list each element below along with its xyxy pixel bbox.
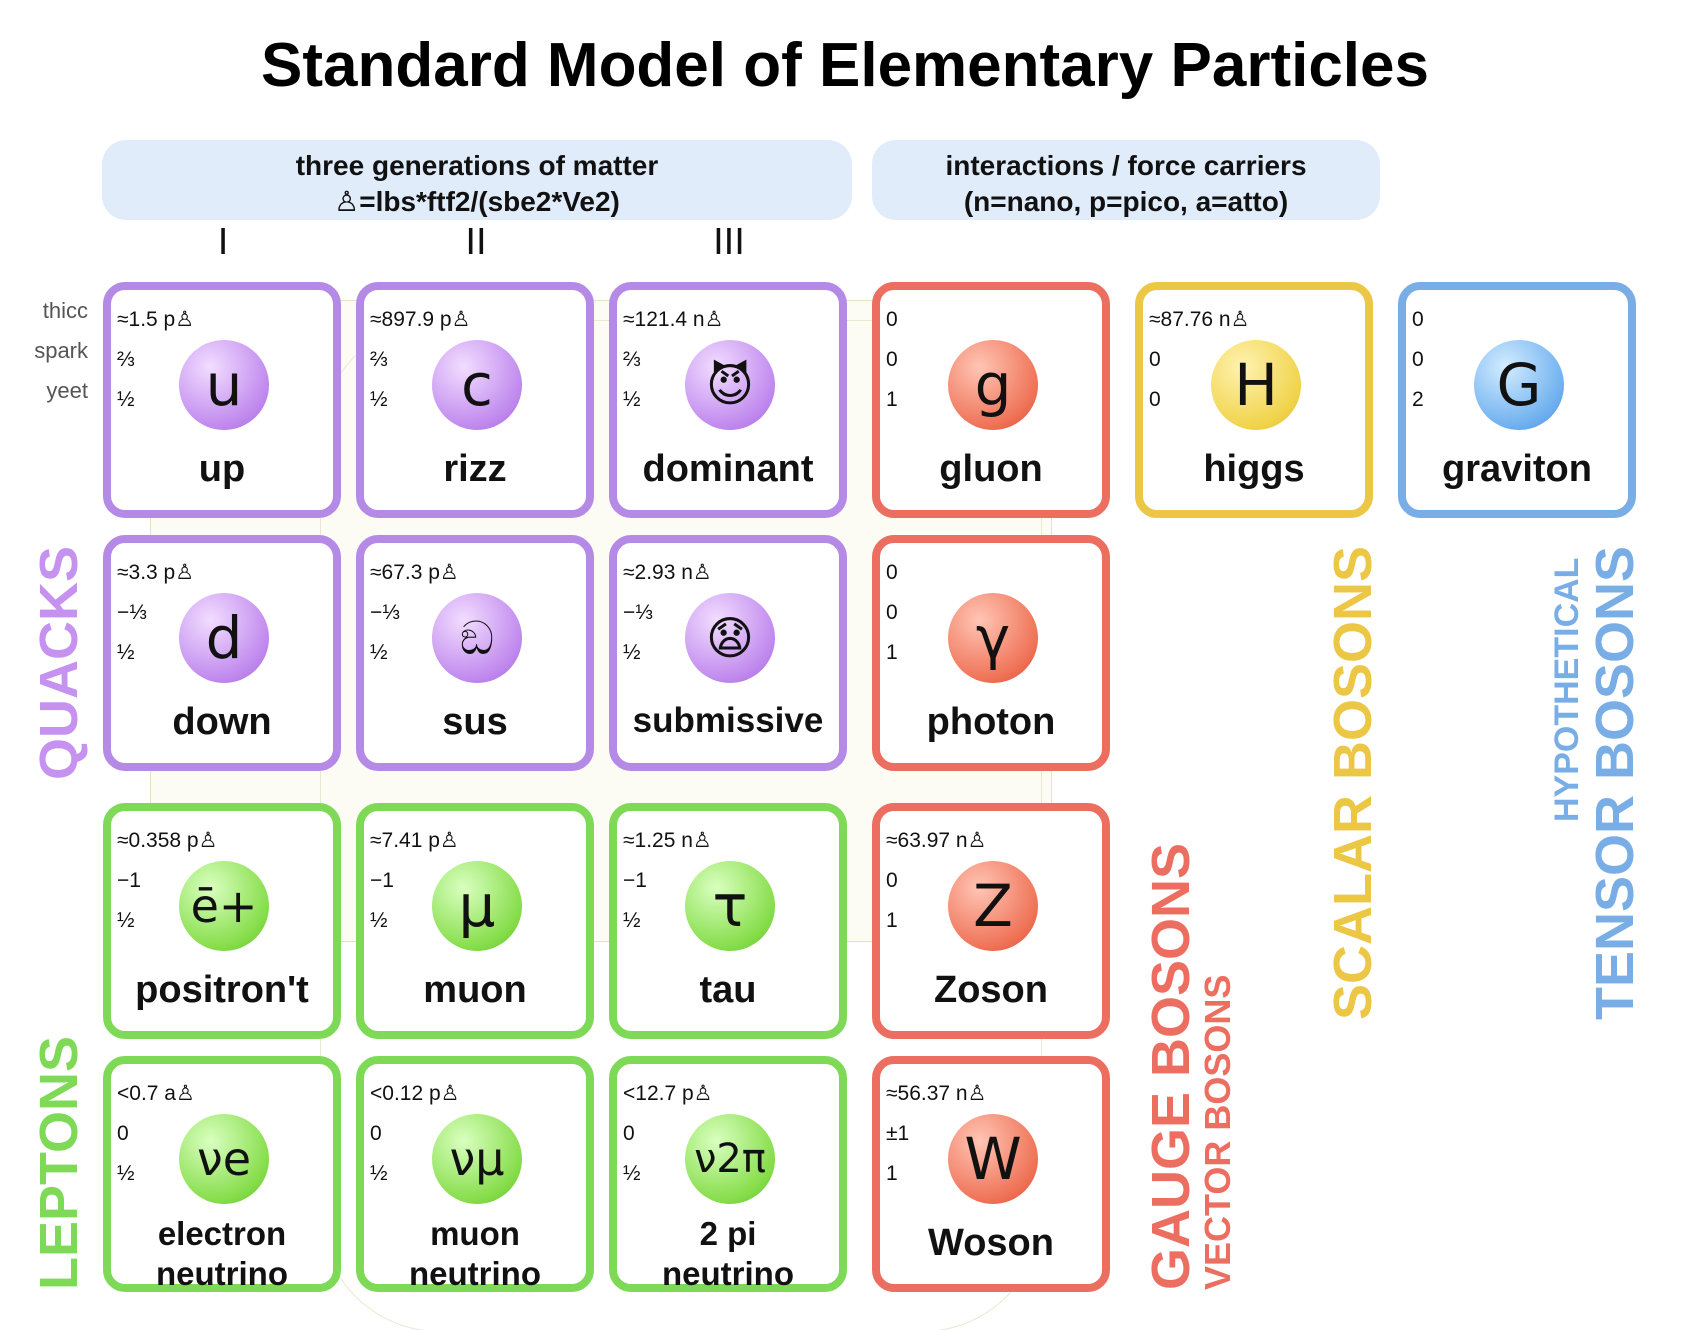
- generation-label: III: [713, 222, 745, 263]
- group-label-hypothetical: HYPOTHETICAL: [1548, 557, 1586, 822]
- particle-props: ≈2.93 n♙ −⅓ ½: [623, 561, 712, 664]
- forces-banner-line1: interactions / force carriers: [945, 150, 1307, 181]
- particle-name: Zoson: [934, 969, 1048, 1011]
- particle-name: rizz: [443, 448, 507, 490]
- particle-name: muon neutrino: [409, 1215, 541, 1292]
- particle-symbol: ඞ: [432, 593, 522, 683]
- particle-name: down: [172, 701, 272, 743]
- particle-card-down[interactable]: ≈3.3 p♙ −⅓ ½ d down: [103, 535, 341, 771]
- particle-props: ≈7.41 p♙ −1 ½: [370, 829, 459, 932]
- matter-banner: three generations of matter ♙=lbs*ftf2/(…: [102, 140, 852, 220]
- particle-card-muon-neutrino[interactable]: <0.12 p♙ 0 ½ νμ muon neutrino: [356, 1056, 594, 1292]
- particle-name: electron neutrino: [156, 1215, 288, 1292]
- particle-symbol: Z: [948, 861, 1038, 951]
- particle-props: <0.12 p♙ 0 ½: [370, 1082, 460, 1185]
- particle-symbol: 😧: [685, 593, 775, 683]
- particle-name: sus: [442, 701, 508, 743]
- particle-name: submissive: [632, 701, 824, 740]
- particle-props: ≈121.4 n♙ ⅔ ½: [623, 308, 724, 411]
- particle-symbol: νe: [179, 1114, 269, 1204]
- particle-symbol: W: [948, 1114, 1038, 1204]
- particle-name: gluon: [939, 448, 1043, 490]
- particle-name: dominant: [642, 448, 814, 490]
- particle-props: ≈63.97 n♙ 0 1: [886, 829, 987, 932]
- particle-symbol: 😈: [685, 340, 775, 430]
- particle-name: higgs: [1203, 448, 1305, 490]
- particle-card-tau[interactable]: ≈1.25 n♙ −1 ½ τ tau: [609, 803, 847, 1039]
- particle-symbol: u: [179, 340, 269, 430]
- row-label-charge: spark: [34, 338, 88, 363]
- group-label-scalar-bosons: SCALAR BOSONS: [1323, 545, 1383, 1020]
- particle-symbol: ē+: [179, 861, 269, 951]
- particle-symbol: H: [1211, 340, 1301, 430]
- particle-props: ≈1.25 n♙ −1 ½: [623, 829, 712, 932]
- group-label-quacks: QUACKS: [29, 545, 89, 780]
- particle-card-higgs[interactable]: ≈87.76 n♙ 0 0 H higgs: [1135, 282, 1373, 518]
- particle-card-positront[interactable]: ≈0.358 p♙ −1 ½ ē+ positron't: [103, 803, 341, 1039]
- particle-symbol: ν2π: [685, 1114, 775, 1204]
- particle-props: ≈56.37 n♙ ±1 1: [886, 1082, 987, 1185]
- group-label-tensor-bosons: TENSOR BOSONS: [1585, 545, 1645, 1020]
- particle-name: Woson: [928, 1222, 1054, 1264]
- particle-card-dominant[interactable]: ≈121.4 n♙ ⅔ ½ 😈 dominant: [609, 282, 847, 518]
- particle-props: ≈67.3 p♙ −⅓ ½: [370, 561, 459, 664]
- particle-symbol: γ: [948, 593, 1038, 683]
- row-label-mass: thicc: [42, 298, 88, 323]
- group-label-gauge-bosons: GAUGE BOSONS: [1141, 842, 1201, 1290]
- particle-name: tau: [699, 969, 757, 1011]
- particle-name: positron't: [135, 969, 309, 1011]
- particle-name: photon: [926, 701, 1056, 743]
- particle-card-zoson[interactable]: ≈63.97 n♙ 0 1 Z Zoson: [872, 803, 1110, 1039]
- particle-symbol: νμ: [432, 1114, 522, 1204]
- particle-card-rizz[interactable]: ≈897.9 p♙ ⅔ ½ c rizz: [356, 282, 594, 518]
- particle-props: <0.7 a♙ 0 ½: [117, 1082, 195, 1185]
- particle-props: ≈1.5 p♙ ⅔ ½: [117, 308, 195, 411]
- particle-name: graviton: [1442, 448, 1592, 490]
- particle-props: ≈3.3 p♙ −⅓ ½: [117, 561, 195, 664]
- particle-props: ≈87.76 n♙ 0 0: [1149, 308, 1250, 411]
- particle-props: <12.7 p♙ 0 ½: [623, 1082, 713, 1185]
- generation-label: II: [465, 222, 487, 263]
- particle-card-up[interactable]: ≈1.5 p♙ ⅔ ½ u up: [103, 282, 341, 518]
- forces-banner: interactions / force carriers (n=nano, p…: [872, 140, 1380, 220]
- particle-card-sus[interactable]: ≈67.3 p♙ −⅓ ½ ඞ sus: [356, 535, 594, 771]
- particle-card-woson[interactable]: ≈56.37 n♙ ±1 1 W Woson: [872, 1056, 1110, 1292]
- row-label-spin: yeet: [46, 378, 88, 403]
- particle-card-submissive[interactable]: ≈2.93 n♙ −⅓ ½ 😧 submissive: [609, 535, 847, 771]
- particle-name: up: [198, 448, 246, 490]
- generation-label: I: [217, 222, 229, 263]
- forces-banner-line2: (n=nano, p=pico, a=atto): [963, 186, 1289, 217]
- particle-props: ≈0.358 p♙ −1 ½: [117, 829, 218, 932]
- group-label-leptons: LEPTONS: [29, 1035, 89, 1290]
- group-label-vector-bosons: VECTOR BOSONS: [1197, 974, 1238, 1290]
- particle-name: muon: [423, 969, 527, 1011]
- particle-symbol: μ: [432, 861, 522, 951]
- particle-symbol: d: [179, 593, 269, 683]
- page-title: Standard Model of Elementary Particles: [260, 31, 1429, 100]
- particle-symbol: c: [432, 340, 522, 430]
- particle-symbol: τ: [685, 861, 775, 951]
- matter-banner-line1: three generations of matter: [295, 150, 659, 181]
- particle-card-muon[interactable]: ≈7.41 p♙ −1 ½ μ muon: [356, 803, 594, 1039]
- particle-card-electron-neutrino[interactable]: <0.7 a♙ 0 ½ νe electron neutrino: [103, 1056, 341, 1292]
- particle-symbol: G: [1474, 340, 1564, 430]
- particle-name: 2 pi neutrino: [662, 1215, 794, 1292]
- particle-props: ≈897.9 p♙ ⅔ ½: [370, 308, 471, 411]
- particle-symbol: g: [948, 340, 1038, 430]
- particle-card-2pi-neutrino[interactable]: <12.7 p♙ 0 ½ ν2π 2 pi neutrino: [609, 1056, 847, 1292]
- matter-banner-line2: ♙=lbs*ftf2/(sbe2*Ve2): [334, 186, 620, 217]
